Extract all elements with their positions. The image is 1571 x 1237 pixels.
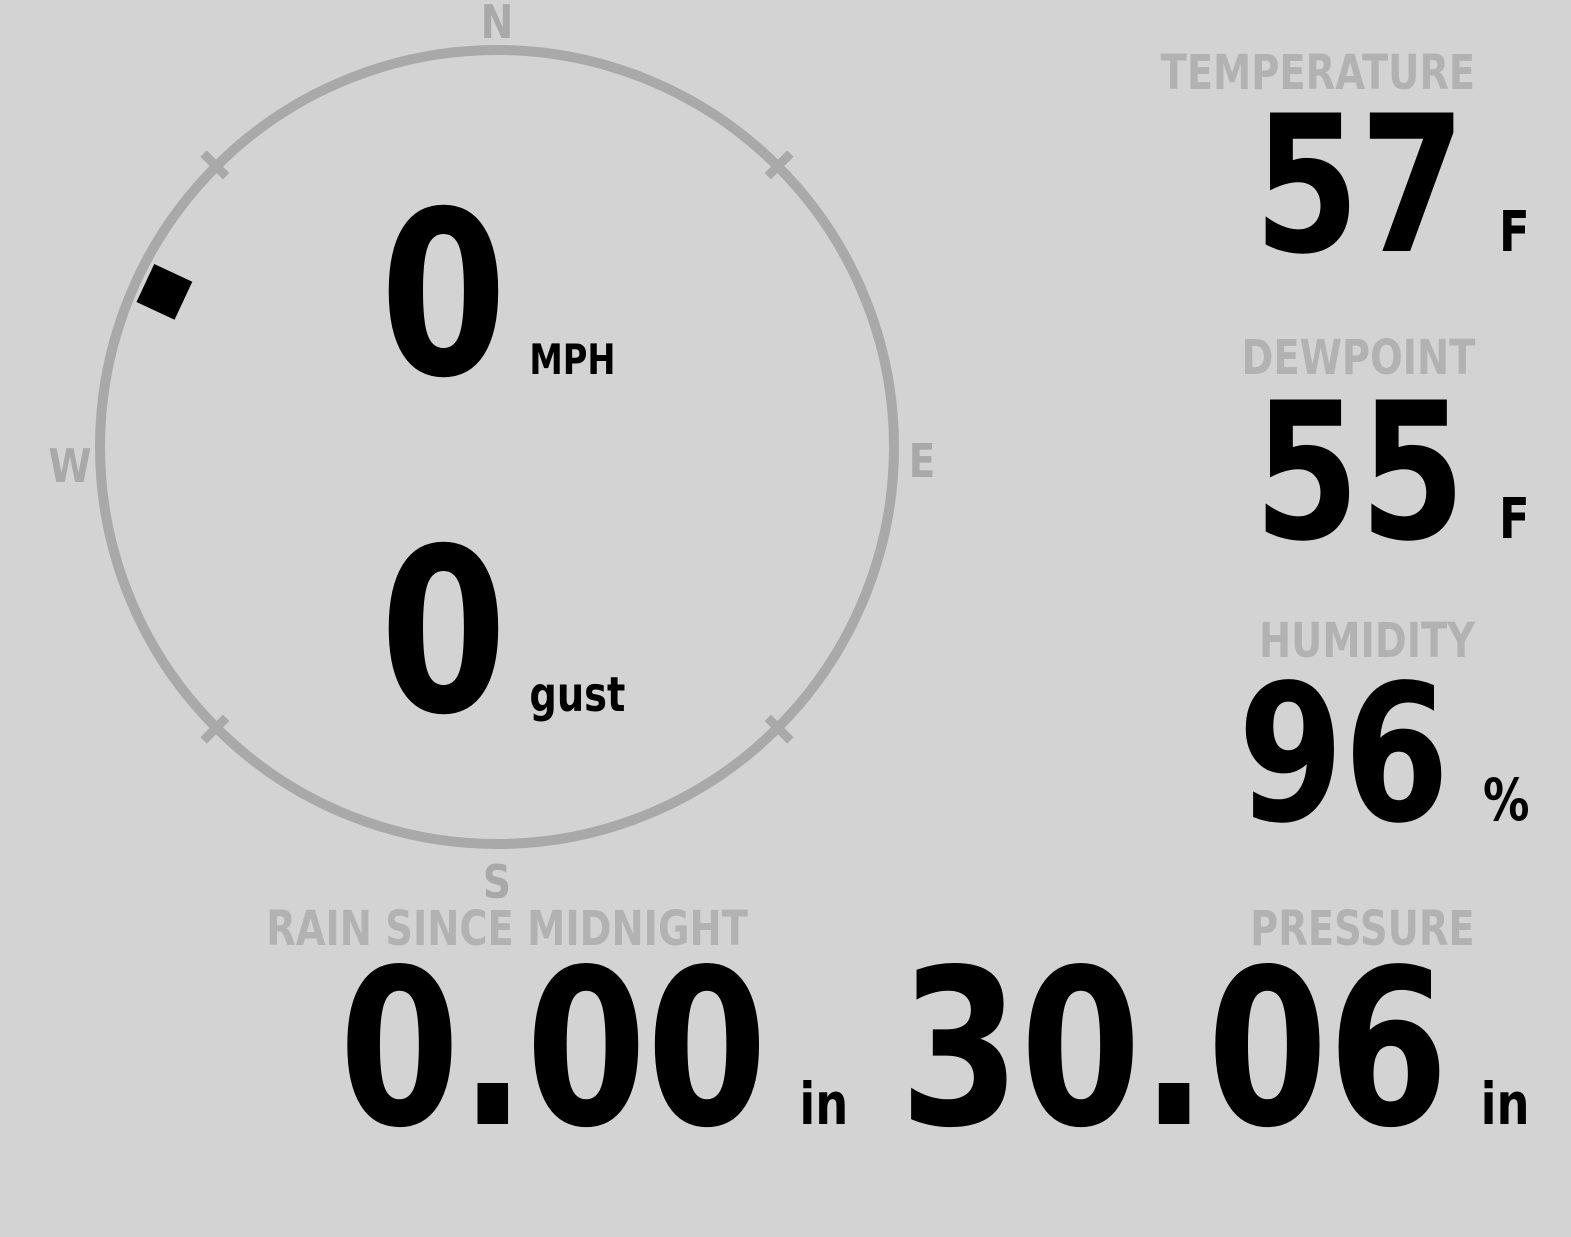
pressure-unit: in bbox=[1481, 1070, 1530, 1138]
humidity-readout: 96 % bbox=[1238, 660, 1530, 850]
dewpoint-heading: DEWPOINT bbox=[1241, 330, 1475, 386]
compass-label-west: W bbox=[48, 439, 92, 493]
humidity-heading: HUMIDITY bbox=[1259, 613, 1475, 669]
pressure-heading: PRESSURE bbox=[1250, 901, 1475, 957]
rain-readout: 0.00 in bbox=[339, 942, 848, 1159]
temperature-heading: TEMPERATURE bbox=[1160, 45, 1476, 101]
compass-label-north: N bbox=[480, 0, 514, 49]
wind-gust-readout: 0 gust bbox=[380, 518, 625, 746]
compass-dial bbox=[95, 45, 899, 849]
pressure-readout: 30.06 in bbox=[900, 942, 1530, 1159]
temperature-unit: F bbox=[1499, 200, 1530, 265]
rain-unit: in bbox=[799, 1070, 849, 1138]
humidity-value: 96 bbox=[1238, 644, 1450, 865]
compass-circle bbox=[95, 45, 899, 849]
tick-sw bbox=[200, 714, 230, 744]
rain-heading: RAIN SINCE MIDNIGHT bbox=[266, 901, 748, 957]
compass-label-south: S bbox=[482, 855, 512, 909]
temperature-readout: 57 F bbox=[1254, 91, 1530, 281]
temperature-value: 57 bbox=[1254, 75, 1466, 296]
tick-ne bbox=[764, 150, 794, 180]
wind-compass-gauge: N E S W 0 MPH 0 gust bbox=[0, 0, 1000, 910]
rain-value: 0.00 bbox=[339, 924, 768, 1176]
wind-speed-readout: 0 MPH bbox=[380, 181, 616, 409]
dewpoint-unit: F bbox=[1499, 487, 1530, 552]
tick-se bbox=[764, 714, 794, 744]
tick-nw bbox=[200, 150, 230, 180]
compass-label-east: E bbox=[908, 434, 936, 488]
wind-gust-value: 0 bbox=[380, 499, 507, 765]
dewpoint-readout: 55 F bbox=[1254, 378, 1530, 568]
wind-speed-value: 0 bbox=[380, 162, 507, 428]
humidity-unit: % bbox=[1483, 766, 1531, 834]
wind-speed-unit: MPH bbox=[529, 335, 616, 384]
wind-direction-indicator bbox=[136, 263, 193, 320]
wind-gust-unit: gust bbox=[529, 667, 626, 723]
compass-intercardinal-ticks bbox=[200, 150, 794, 744]
pressure-value: 30.06 bbox=[899, 924, 1450, 1176]
dewpoint-value: 55 bbox=[1254, 362, 1466, 583]
